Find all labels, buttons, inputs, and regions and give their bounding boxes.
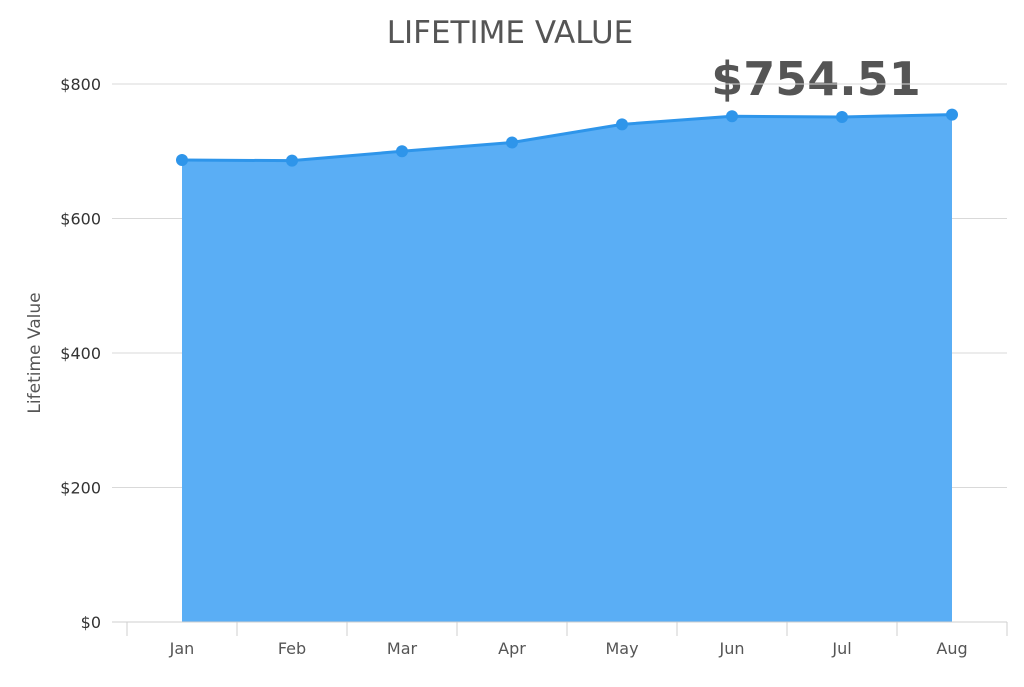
- x-axis-ticks: Jan Feb Mar Apr May Jun Jul Aug: [126, 622, 1008, 658]
- area-fill: [182, 114, 952, 622]
- y-tick-label: $800: [60, 75, 101, 94]
- data-point[interactable]: [506, 136, 518, 149]
- data-point[interactable]: [946, 108, 958, 121]
- x-tick-label: Aug: [936, 639, 967, 658]
- x-tick-label: Mar: [387, 639, 418, 658]
- x-tick-label: Feb: [278, 639, 306, 658]
- data-point[interactable]: [616, 118, 628, 131]
- data-point[interactable]: [726, 110, 738, 123]
- headline-value: $754.51: [711, 52, 921, 106]
- chart-title: LIFETIME VALUE: [387, 15, 634, 51]
- series-line: [181, 113, 953, 163]
- y-axis-ticks: $0 $200 $400 $600 $800: [60, 75, 101, 632]
- data-points: [176, 108, 958, 167]
- data-point[interactable]: [836, 110, 848, 123]
- y-tick-label: $0: [81, 613, 101, 632]
- x-tick-label: Jul: [831, 639, 851, 658]
- x-tick-label: Jun: [719, 639, 745, 658]
- x-tick-label: Apr: [498, 639, 526, 658]
- y-tick-label: $600: [60, 210, 101, 229]
- y-tick-label: $400: [60, 344, 101, 363]
- data-point[interactable]: [286, 154, 298, 167]
- y-axis-label: Lifetime Value: [25, 292, 45, 413]
- y-tick-label: $200: [60, 479, 101, 498]
- data-point[interactable]: [396, 145, 408, 158]
- area-layer: [182, 114, 952, 622]
- x-tick-label: Jan: [169, 639, 195, 658]
- line-layer: [181, 113, 953, 163]
- data-point[interactable]: [176, 153, 188, 166]
- x-tick-label: May: [605, 639, 638, 658]
